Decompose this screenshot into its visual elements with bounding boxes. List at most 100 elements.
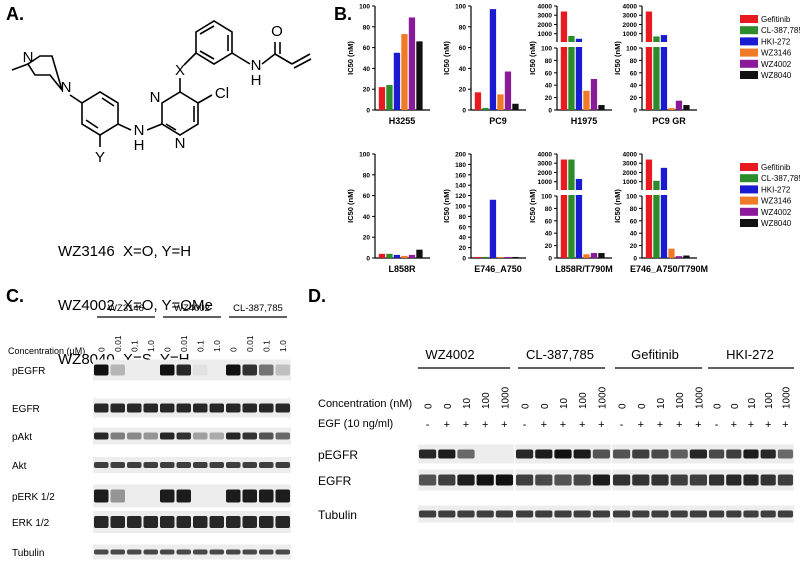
blot-row-band bbox=[632, 449, 650, 459]
blot-row-band bbox=[143, 432, 158, 440]
blot-row-strip bbox=[93, 359, 291, 381]
bar-gefitinib bbox=[474, 92, 482, 110]
blot-row-band bbox=[476, 510, 494, 518]
y-tick-label: 2000 bbox=[623, 22, 638, 29]
blot-row-band bbox=[259, 403, 274, 413]
lane-label: 1.0 bbox=[212, 340, 222, 352]
lane-label: 0.1 bbox=[129, 340, 139, 352]
blot-row-strip bbox=[93, 511, 291, 533]
bar-gefitinib bbox=[645, 11, 653, 42]
legend-label: WZ4002 bbox=[761, 208, 792, 217]
legend-swatch bbox=[740, 48, 758, 57]
blot-row-band bbox=[275, 432, 290, 440]
atom-n-piperazine-2: N bbox=[23, 49, 34, 66]
y-tick-label: 0 bbox=[366, 108, 370, 115]
y-axis-label: IC50 (nM) bbox=[613, 189, 622, 223]
bar-break bbox=[575, 195, 583, 197]
row-label-tubulin: Tubulin bbox=[12, 548, 44, 559]
chart-title: H1975 bbox=[571, 116, 598, 126]
concentration-label: Concentration (nM) bbox=[318, 398, 412, 410]
blot-row-band bbox=[743, 449, 759, 459]
bar-hki-272-lower bbox=[575, 196, 583, 258]
y-tick-label: 60 bbox=[363, 45, 371, 52]
lane-egf-label: - bbox=[715, 419, 719, 431]
blot-row-band bbox=[110, 489, 125, 503]
bar-hki-272 bbox=[489, 199, 497, 258]
atom-n-amide: N bbox=[251, 57, 262, 74]
blot-row-band bbox=[226, 489, 241, 503]
bar-cl-387,785 bbox=[653, 36, 660, 42]
blot-row-band bbox=[226, 549, 241, 555]
y-tick-label: 40 bbox=[545, 231, 553, 238]
legend-label: Gefitinib bbox=[761, 163, 791, 172]
lane-conc-label: 100 bbox=[481, 392, 492, 409]
chemical-structure: O N H X Cl N N N N Y N H bbox=[11, 20, 312, 166]
egf-label: EGF (10 ng/ml) bbox=[318, 418, 393, 430]
row-label-egfr: EGFR bbox=[318, 474, 352, 488]
lane-label: 0 bbox=[162, 347, 172, 352]
blot-row-band bbox=[176, 432, 191, 440]
blot-row-band bbox=[457, 510, 475, 518]
blot-row-band bbox=[760, 474, 776, 486]
bar-hki-272 bbox=[575, 178, 583, 190]
legend-swatch bbox=[740, 71, 758, 79]
bar-gefitinib bbox=[378, 87, 386, 110]
bar-hki-272-lower bbox=[660, 196, 668, 258]
blot-row-band bbox=[573, 449, 591, 459]
atom-n-piperazine-1: N bbox=[61, 79, 72, 96]
legend-swatch bbox=[740, 174, 758, 183]
bar-break bbox=[653, 195, 660, 197]
blot-row-band bbox=[160, 364, 175, 376]
lane-egf-label: + bbox=[463, 419, 469, 431]
y-tick-label: 2000 bbox=[538, 170, 553, 177]
blot-row-band bbox=[160, 462, 175, 468]
blot-row-band bbox=[419, 510, 437, 518]
blot-row-band bbox=[94, 462, 109, 468]
lane-conc-label: 0 bbox=[443, 403, 454, 409]
lane-conc-label: 1000 bbox=[781, 386, 792, 409]
blot-row-band bbox=[670, 474, 688, 486]
western-blot-d: WZ4002 CL-387,785 Gefitinib HKI-272 Concentr… bbox=[318, 347, 794, 523]
bar-break bbox=[568, 47, 575, 49]
blot-row-band bbox=[709, 510, 725, 518]
blot-row-band bbox=[457, 449, 475, 459]
lane-conc-label: 10 bbox=[462, 397, 473, 409]
blot-row-band bbox=[143, 549, 158, 555]
bar-wz8040 bbox=[683, 105, 690, 110]
blot-row-band bbox=[193, 462, 208, 468]
atom-h-amide: H bbox=[251, 72, 262, 89]
bar-wz3146 bbox=[401, 255, 408, 258]
y-tick-label: 80 bbox=[630, 206, 638, 213]
lane-egf-label: + bbox=[765, 419, 771, 431]
y-tick-label: 160 bbox=[455, 172, 466, 179]
y-tick-label: 40 bbox=[545, 83, 553, 90]
bar-gefitinib bbox=[378, 253, 386, 258]
y-tick-label: 80 bbox=[630, 58, 638, 65]
blot-row-band bbox=[226, 403, 241, 413]
bar-gefitinib-lower bbox=[645, 196, 653, 258]
lane-egf-label: + bbox=[501, 419, 507, 431]
blot-row-strip bbox=[93, 457, 291, 473]
y-tick-label: 20 bbox=[459, 87, 467, 94]
y-axis-label: IC50 (nM) bbox=[613, 41, 622, 75]
legend-label: WZ8040 bbox=[761, 219, 792, 228]
blot-row-band bbox=[226, 462, 241, 468]
bar-hki-272 bbox=[489, 9, 497, 110]
bar-hki-272 bbox=[393, 52, 401, 110]
group-label: WZ4002 bbox=[174, 303, 210, 314]
bar-hki-272 bbox=[575, 38, 583, 42]
y-tick-label: 100 bbox=[541, 46, 552, 53]
y-tick-label: 80 bbox=[363, 172, 371, 179]
blot-row-band bbox=[176, 549, 191, 555]
y-axis-label: IC50 (nM) bbox=[442, 41, 451, 75]
blot-row-band bbox=[259, 364, 274, 376]
group-label: WZ4002 bbox=[425, 347, 474, 362]
chart-title: PC9 GR bbox=[652, 116, 686, 126]
blot-row-band bbox=[176, 489, 191, 503]
group-label: CL-387,785 bbox=[233, 303, 283, 314]
blot-row-band bbox=[242, 516, 257, 528]
blot-row-band bbox=[709, 474, 725, 486]
blot-row-band bbox=[438, 449, 456, 459]
y-tick-label: 100 bbox=[359, 4, 370, 11]
